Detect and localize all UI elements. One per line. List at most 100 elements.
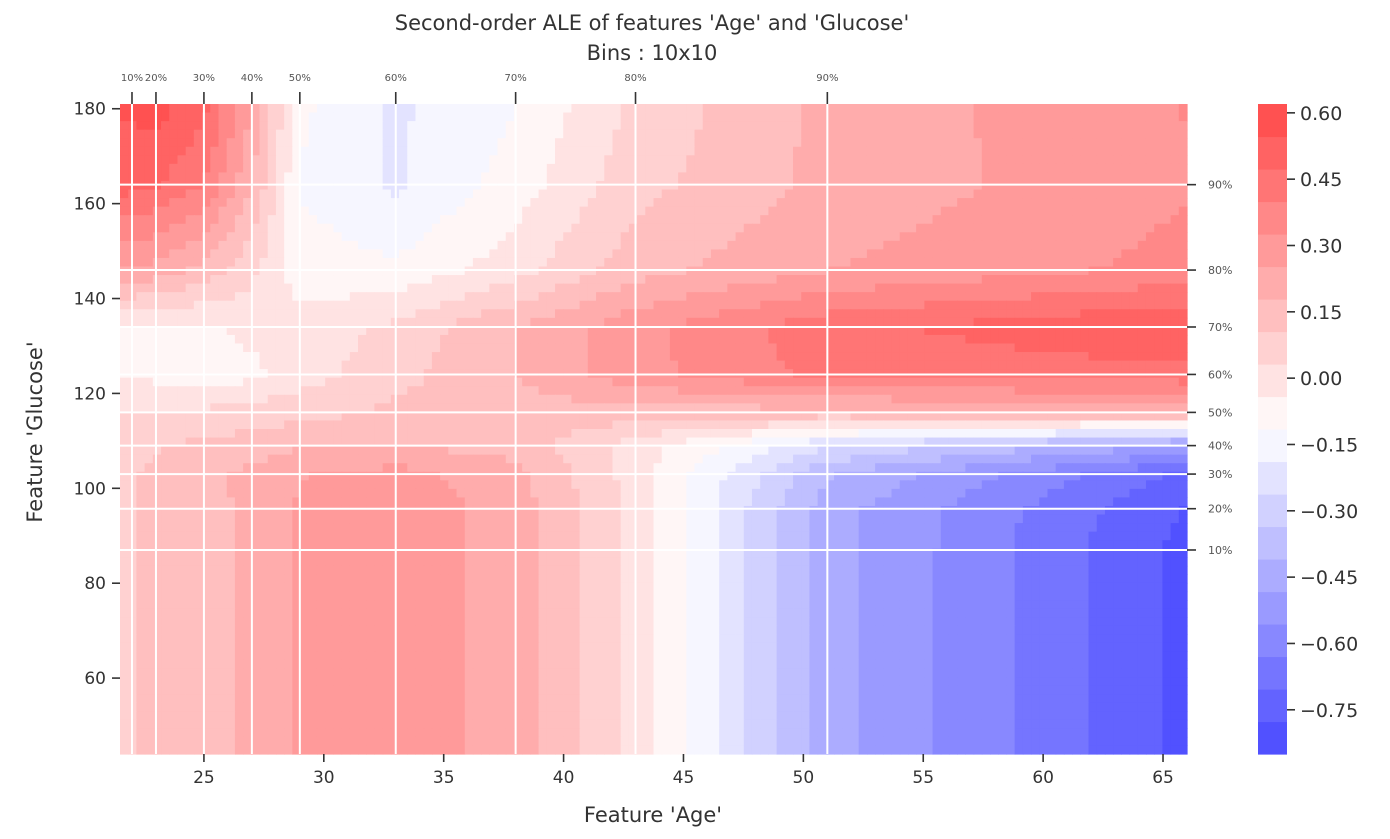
heatmap-cell — [817, 189, 827, 199]
heatmap-cell — [653, 317, 663, 327]
heatmap-cell — [1014, 249, 1024, 259]
heatmap-cell — [587, 112, 597, 122]
heatmap-cell — [152, 138, 162, 148]
heatmap-cell — [448, 403, 458, 413]
heatmap-cell — [1145, 411, 1155, 422]
heatmap-cell — [374, 155, 384, 165]
heatmap-cell — [333, 420, 343, 430]
heatmap-cell — [1145, 334, 1155, 345]
heatmap-cell — [1047, 420, 1057, 430]
heatmap-cell — [538, 275, 548, 285]
heatmap-cell — [587, 198, 597, 208]
heatmap-cell — [193, 155, 203, 165]
heatmap-cell — [973, 257, 983, 268]
heatmap-cell — [333, 240, 343, 250]
heatmap-cell — [817, 121, 827, 131]
heatmap-cell — [1104, 206, 1114, 216]
heatmap-cell — [916, 317, 925, 327]
heatmap-cell — [628, 198, 638, 208]
heatmap-cell — [653, 266, 663, 276]
heatmap-cell — [349, 138, 359, 148]
heatmap-cell — [300, 403, 310, 413]
heatmap-cell — [645, 411, 655, 422]
heatmap-cell — [136, 360, 146, 370]
heatmap-cell — [1104, 275, 1114, 285]
heatmap-cell — [809, 275, 819, 285]
heatmap-cell — [292, 394, 302, 404]
heatmap-cell — [850, 121, 860, 131]
heatmap-cell — [628, 189, 638, 199]
heatmap-cell — [440, 121, 449, 131]
heatmap-cell — [177, 343, 187, 353]
heatmap-cell — [193, 343, 203, 353]
heatmap-cell — [505, 163, 515, 174]
heatmap-cell — [538, 198, 548, 208]
heatmap-cell — [300, 292, 310, 302]
heatmap-cell — [735, 155, 745, 165]
heatmap-cell — [858, 300, 868, 310]
heatmap-cell — [481, 138, 490, 148]
heatmap-cell — [136, 257, 146, 268]
heatmap-cell — [226, 240, 236, 250]
heatmap-cell — [546, 232, 556, 242]
heatmap-cell — [530, 198, 540, 208]
heatmap-cell — [259, 292, 269, 302]
heatmap-cell — [366, 386, 376, 396]
heatmap-cell — [579, 352, 589, 362]
heatmap-cell — [423, 206, 433, 216]
heatmap-cell — [858, 112, 868, 122]
heatmap-cell — [284, 121, 293, 131]
heatmap-cell — [875, 240, 884, 250]
heatmap-cell — [694, 360, 704, 370]
heatmap-cell — [1006, 411, 1016, 422]
heatmap-cell — [965, 206, 975, 216]
heatmap-cell — [399, 429, 408, 439]
heatmap-cell — [784, 411, 794, 422]
heatmap-cell — [513, 189, 523, 199]
heatmap-cell — [489, 266, 499, 276]
heatmap-cell — [555, 317, 564, 327]
heatmap-cell — [513, 334, 523, 345]
heatmap-cell — [1072, 352, 1081, 362]
heatmap-cell — [825, 121, 835, 131]
heatmap-cell — [1031, 317, 1040, 327]
heatmap-cell — [1055, 334, 1065, 345]
heatmap-cell — [382, 420, 392, 430]
heatmap-cell — [563, 420, 573, 430]
heatmap-cell — [530, 360, 540, 370]
heatmap-cell — [858, 172, 868, 182]
heatmap-cell — [120, 326, 129, 336]
heatmap-cell — [341, 155, 351, 165]
heatmap-cell — [957, 317, 966, 327]
heatmap-cell — [998, 223, 1008, 233]
heatmap-cell — [760, 189, 770, 199]
heatmap-cell — [628, 266, 638, 276]
heatmap-cell — [957, 163, 966, 174]
heatmap-cell — [1063, 403, 1073, 413]
heatmap-cell — [415, 309, 425, 319]
heatmap-cell — [678, 215, 687, 225]
heatmap-cell — [555, 394, 564, 404]
heatmap-cell — [801, 257, 811, 268]
heatmap-cell — [1080, 283, 1090, 293]
heatmap-cell — [834, 198, 843, 208]
heatmap-cell — [316, 292, 326, 302]
heatmap-cell — [587, 343, 597, 353]
heatmap-cell — [161, 326, 170, 336]
heatmap-cell — [1006, 215, 1016, 225]
heatmap-cell — [1096, 309, 1106, 319]
heatmap-cell — [940, 420, 950, 430]
heatmap-cell — [325, 283, 334, 293]
heatmap-cell — [1170, 275, 1180, 285]
heatmap-cell — [546, 129, 556, 139]
heatmap-cell — [1088, 206, 1098, 216]
heatmap-cell — [563, 163, 573, 174]
heatmap-cell — [1162, 172, 1172, 182]
heatmap-cell — [505, 420, 515, 430]
heatmap-cell — [169, 215, 179, 225]
heatmap-cell — [513, 352, 523, 362]
heatmap-cell — [932, 292, 942, 302]
heatmap-cell — [144, 292, 154, 302]
heatmap-cell — [472, 163, 482, 174]
heatmap-cell — [1031, 129, 1040, 139]
